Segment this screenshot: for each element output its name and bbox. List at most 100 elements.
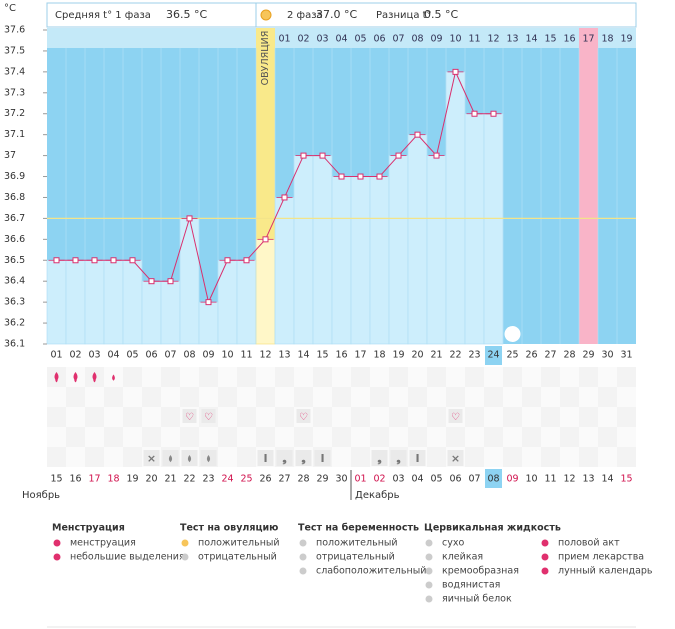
grid-cell <box>351 407 370 427</box>
grid-cell <box>332 407 351 427</box>
legend-icon <box>425 581 433 589</box>
phase2-day: 15 <box>544 34 556 45</box>
point <box>300 152 307 159</box>
drop-icon <box>112 374 115 381</box>
y-tick-label: 37.3 <box>4 87 25 98</box>
grid-cell <box>161 427 180 447</box>
date-label: 14 <box>601 474 613 485</box>
grid-cell <box>427 427 446 447</box>
legend-title: Менструация <box>52 523 125 534</box>
grid-cell <box>408 367 427 387</box>
heart-bg <box>296 409 311 423</box>
x-tick-label: 03 <box>88 350 100 361</box>
phase1-value: 36.5 °C <box>166 8 207 21</box>
bar <box>160 280 181 345</box>
grid-cell <box>598 387 617 407</box>
grid-cell <box>351 427 370 447</box>
x-tick-label: 13 <box>278 350 290 361</box>
grid-cell <box>313 387 332 407</box>
legend-item: небольшие выделения <box>70 552 185 563</box>
bar <box>407 134 428 345</box>
point <box>376 173 383 180</box>
grid-cell <box>560 407 579 427</box>
legend-title: Цервикальная жидкость <box>424 523 561 534</box>
drop-icon <box>55 377 58 383</box>
grid-cell <box>389 387 408 407</box>
bar <box>236 259 257 345</box>
y-tick-label: 36.8 <box>4 192 25 203</box>
cervical-bg <box>314 450 331 466</box>
grid-cell <box>579 447 598 467</box>
date-label: 05 <box>430 474 442 485</box>
phase2-day: 19 <box>620 34 632 45</box>
cervical-bg <box>390 450 407 466</box>
legend-item: лунный календарь <box>558 566 653 577</box>
grid-cell <box>332 427 351 447</box>
y-tick-label: 36.6 <box>4 234 25 245</box>
drop-icon <box>206 455 211 463</box>
x-tick-label: 06 <box>145 350 157 361</box>
bar <box>217 259 238 345</box>
grid-cell <box>522 367 541 387</box>
grid-cell <box>199 427 218 447</box>
phase2-day: 07 <box>392 34 404 45</box>
heart-icon: ♡ <box>185 412 194 423</box>
date-label: 10 <box>525 474 537 485</box>
cervical-icon: I <box>263 452 267 465</box>
date-label: 29 <box>316 474 328 485</box>
grid-cell <box>313 427 332 447</box>
grid-cell <box>180 387 199 407</box>
bar <box>274 197 295 345</box>
date-label: 11 <box>544 474 556 485</box>
point <box>53 257 60 264</box>
x-tick-label: 18 <box>373 350 385 361</box>
grid-cell <box>579 427 598 447</box>
date-label: 07 <box>468 474 480 485</box>
grid-cell <box>351 367 370 387</box>
grid-cell <box>199 367 218 387</box>
point <box>414 131 421 138</box>
bar <box>255 239 276 345</box>
grid-cell <box>560 427 579 447</box>
cervical-icon: I <box>320 452 324 465</box>
grid-cell <box>446 427 465 447</box>
phase2-day: 01 <box>278 34 290 45</box>
diff-value: 0.5 °C <box>424 8 458 21</box>
date-label: 08 <box>487 474 499 485</box>
legend-item: кремообразная <box>442 566 519 577</box>
point <box>338 173 345 180</box>
x-tick-label: 17 <box>354 350 366 361</box>
bar <box>350 176 371 345</box>
grid-cell <box>237 447 256 467</box>
x-tick-label: 01 <box>50 350 62 361</box>
grid-cell <box>47 387 66 407</box>
grid-cell <box>370 367 389 387</box>
drop-icon <box>187 455 192 463</box>
x-tick-label: 23 <box>468 350 480 361</box>
grid-cell <box>104 447 123 467</box>
date-label: 17 <box>88 474 100 485</box>
grid-cell <box>313 367 332 387</box>
phase1-label: Средняя t° 1 фаза <box>55 10 151 21</box>
legend-item: яичный белок <box>442 594 512 605</box>
grid-cell <box>85 447 104 467</box>
date-label: 01 <box>354 474 366 485</box>
grid-cell <box>313 407 332 427</box>
legend-icon <box>425 553 433 561</box>
legend-item: менструация <box>70 538 136 549</box>
grid-cell <box>465 427 484 447</box>
bar <box>369 176 390 345</box>
grid-cell <box>408 427 427 447</box>
phase2-day: 17 <box>582 34 594 45</box>
grid-cell <box>275 427 294 447</box>
cervical-bg <box>371 450 388 466</box>
date-label: 27 <box>278 474 290 485</box>
heart-icon: ♡ <box>204 412 213 423</box>
phase2-day: 13 <box>506 34 518 45</box>
grid-cell <box>218 447 237 467</box>
grid-cell <box>503 427 522 447</box>
today-box <box>485 346 502 365</box>
grid-cell <box>560 387 579 407</box>
bar <box>445 71 466 345</box>
bar <box>198 301 219 345</box>
